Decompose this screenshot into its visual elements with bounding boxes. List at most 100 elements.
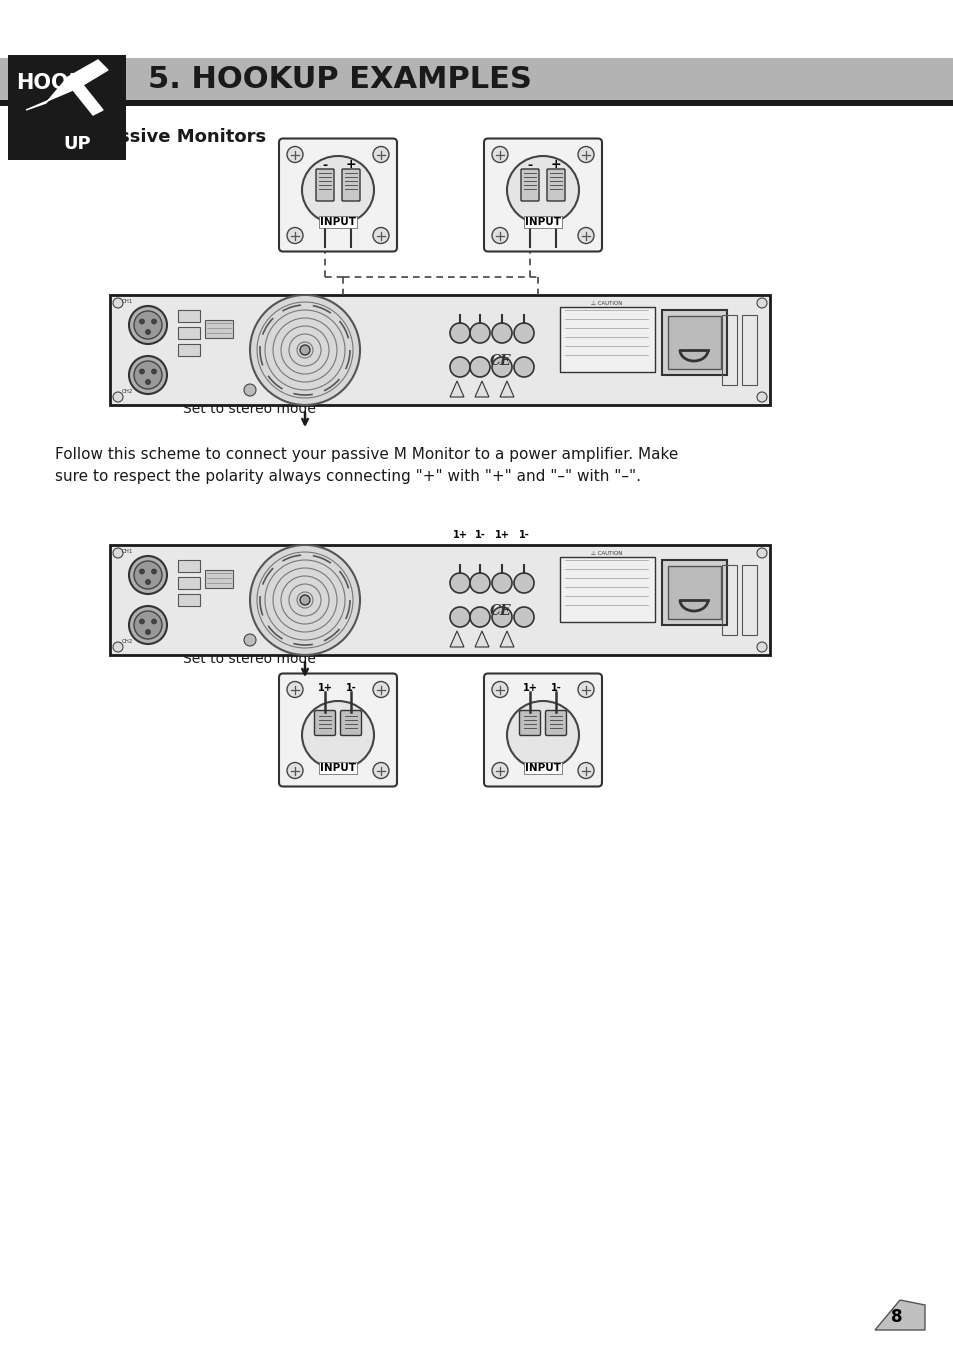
Polygon shape — [874, 1301, 924, 1330]
Polygon shape — [450, 381, 463, 397]
Text: CH1: CH1 — [122, 299, 133, 304]
FancyBboxPatch shape — [278, 673, 396, 787]
Circle shape — [133, 611, 162, 639]
FancyBboxPatch shape — [314, 711, 335, 735]
Circle shape — [373, 146, 389, 162]
Text: INPUT: INPUT — [319, 763, 355, 773]
Circle shape — [492, 763, 507, 779]
Polygon shape — [450, 631, 463, 648]
Circle shape — [244, 634, 255, 646]
Text: 1+: 1+ — [494, 530, 509, 539]
Circle shape — [299, 345, 310, 356]
Circle shape — [492, 681, 507, 698]
Circle shape — [492, 607, 512, 627]
Polygon shape — [499, 381, 514, 397]
Circle shape — [250, 295, 359, 406]
Circle shape — [757, 642, 766, 652]
Circle shape — [146, 580, 151, 584]
Text: 1+: 1+ — [522, 683, 537, 694]
Circle shape — [129, 306, 167, 343]
Circle shape — [139, 569, 144, 575]
Circle shape — [112, 392, 123, 402]
Circle shape — [373, 227, 389, 243]
Text: CH2: CH2 — [122, 389, 133, 393]
Text: CE: CE — [490, 354, 511, 368]
Circle shape — [112, 548, 123, 558]
Circle shape — [514, 357, 534, 377]
Circle shape — [578, 227, 594, 243]
Text: 1-: 1- — [345, 683, 356, 694]
Circle shape — [287, 146, 303, 162]
Circle shape — [470, 607, 490, 627]
Bar — [721, 315, 737, 385]
Bar — [667, 566, 720, 619]
Circle shape — [450, 607, 470, 627]
Bar — [178, 310, 200, 322]
Bar — [0, 58, 953, 105]
FancyBboxPatch shape — [546, 169, 564, 201]
Polygon shape — [475, 631, 489, 648]
Circle shape — [152, 319, 156, 324]
Text: +: + — [345, 158, 355, 172]
Circle shape — [146, 380, 151, 384]
Text: 1-: 1- — [475, 530, 485, 539]
Text: HOOK: HOOK — [16, 73, 85, 93]
Circle shape — [757, 392, 766, 402]
Text: INPUT: INPUT — [319, 218, 355, 227]
Circle shape — [373, 763, 389, 779]
Bar — [661, 310, 726, 375]
Circle shape — [470, 573, 490, 594]
Text: 1+: 1+ — [452, 530, 467, 539]
Circle shape — [133, 361, 162, 389]
Text: ⚠ CAUTION: ⚠ CAUTION — [591, 552, 622, 556]
Text: -: - — [527, 158, 532, 172]
Circle shape — [450, 573, 470, 594]
Circle shape — [299, 595, 310, 604]
Bar — [178, 560, 200, 572]
FancyBboxPatch shape — [315, 169, 334, 201]
Circle shape — [450, 323, 470, 343]
Circle shape — [139, 369, 144, 375]
Circle shape — [146, 630, 151, 634]
Bar — [8, 55, 126, 160]
Circle shape — [373, 681, 389, 698]
Text: 5. HOOKUP EXAMPLES: 5. HOOKUP EXAMPLES — [148, 65, 532, 93]
Ellipse shape — [302, 155, 374, 224]
Text: -: - — [322, 158, 327, 172]
Circle shape — [578, 146, 594, 162]
Circle shape — [139, 319, 144, 324]
Circle shape — [757, 297, 766, 308]
Text: CH2: CH2 — [122, 639, 133, 644]
Circle shape — [250, 545, 359, 654]
Circle shape — [133, 311, 162, 339]
Circle shape — [129, 606, 167, 644]
Bar — [0, 100, 953, 105]
Bar — [178, 594, 200, 606]
Bar — [741, 565, 757, 635]
Text: Set to stereo mode: Set to stereo mode — [183, 652, 315, 667]
Ellipse shape — [506, 700, 578, 769]
Bar — [559, 557, 655, 622]
Circle shape — [112, 297, 123, 308]
Circle shape — [492, 357, 512, 377]
Circle shape — [492, 573, 512, 594]
Ellipse shape — [302, 700, 374, 769]
Circle shape — [152, 569, 156, 575]
Text: INPUT: INPUT — [524, 218, 560, 227]
Bar — [110, 295, 769, 406]
Bar — [178, 327, 200, 339]
Text: 1+: 1+ — [317, 683, 332, 694]
Text: CE: CE — [490, 604, 511, 618]
Circle shape — [514, 323, 534, 343]
Bar — [741, 315, 757, 385]
Circle shape — [757, 548, 766, 558]
Circle shape — [129, 556, 167, 594]
Circle shape — [133, 561, 162, 589]
Circle shape — [514, 607, 534, 627]
Circle shape — [287, 681, 303, 698]
Circle shape — [450, 357, 470, 377]
Text: 1-: 1- — [550, 683, 560, 694]
Circle shape — [578, 763, 594, 779]
Text: UP: UP — [63, 135, 91, 153]
Circle shape — [578, 681, 594, 698]
